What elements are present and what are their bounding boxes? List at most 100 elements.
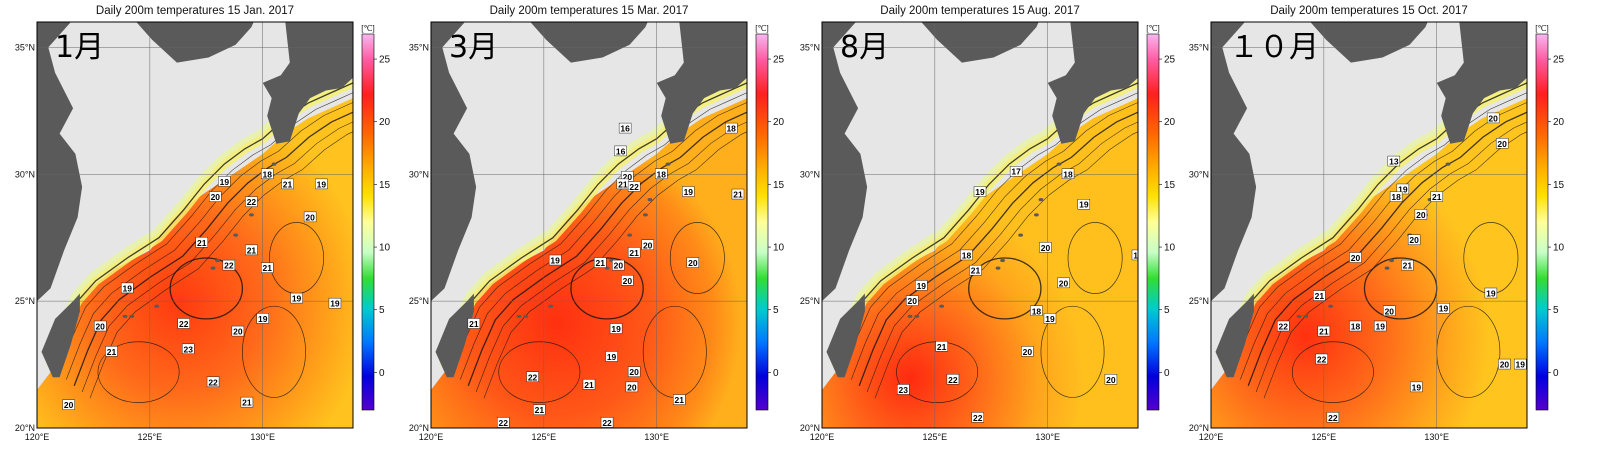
contour-label: 21 xyxy=(1313,290,1326,301)
colorbar-ramp xyxy=(755,33,769,411)
svg-text:19: 19 xyxy=(1486,289,1496,299)
lat-label: 20°N xyxy=(1189,423,1209,433)
contour-label: 19 xyxy=(1077,198,1091,210)
island xyxy=(1389,258,1394,263)
contour-label: 22 xyxy=(946,374,960,385)
svg-text:20: 20 xyxy=(688,258,698,268)
contour-label: 20 xyxy=(906,295,919,306)
land-japan xyxy=(656,22,747,144)
contour-loop xyxy=(570,257,644,320)
colorbar-tick: 0 xyxy=(1553,368,1559,379)
island xyxy=(1018,233,1024,237)
colorbar-tick: 5 xyxy=(1553,305,1559,316)
map-frame xyxy=(821,21,1139,429)
svg-text:20: 20 xyxy=(1500,360,1510,370)
contour-label: 19 xyxy=(1514,358,1527,370)
contour-label: 19 xyxy=(682,186,695,197)
contour-label: 20 xyxy=(303,211,317,222)
contour-label: 20 xyxy=(1495,138,1509,149)
colorbar: [℃] 25 20 15 10 5 0 xyxy=(755,24,785,411)
svg-text:16: 16 xyxy=(616,146,626,156)
contour-label: 19 xyxy=(915,280,928,291)
colorbar-tick: 15 xyxy=(1553,180,1565,191)
contour-label: 22 xyxy=(497,417,510,428)
colorbar-tick: 0 xyxy=(1164,368,1170,379)
contour-label: 21 xyxy=(935,341,948,352)
lon-label: 125°E xyxy=(1312,432,1337,442)
svg-text:19: 19 xyxy=(607,352,617,362)
contour-label: 16 xyxy=(618,122,632,134)
lat-label: 30°N xyxy=(800,169,820,179)
contour-label: 21 xyxy=(594,257,607,268)
lat-label: 30°N xyxy=(1189,169,1209,179)
svg-text:19: 19 xyxy=(330,299,340,309)
svg-text:22: 22 xyxy=(973,413,983,423)
lat-label: 35°N xyxy=(800,42,820,52)
map-title: Daily 200m temperatures 15 Jan. 2017 xyxy=(96,5,294,17)
colorbar-ramp xyxy=(361,33,375,411)
warm-water-field xyxy=(431,98,747,428)
colorbar-tick: 25 xyxy=(1553,55,1565,66)
svg-text:22: 22 xyxy=(602,418,612,428)
lon-label: 125°E xyxy=(923,432,948,442)
colorbar-tick: 0 xyxy=(773,368,779,379)
island xyxy=(249,213,254,217)
island xyxy=(914,314,920,318)
colorbar-tick: 25 xyxy=(773,55,785,66)
colorbar-tick: 5 xyxy=(1164,305,1170,316)
contour-label: 22 xyxy=(1326,412,1340,423)
svg-text:13: 13 xyxy=(1389,157,1399,167)
svg-text:21: 21 xyxy=(469,319,479,329)
island xyxy=(548,304,554,308)
island xyxy=(1296,314,1302,318)
contour-label: 20 xyxy=(641,239,654,250)
contour-label: 19 xyxy=(1410,381,1423,392)
contour-line xyxy=(874,131,1138,399)
svg-text:20: 20 xyxy=(233,327,243,337)
contour-label: 20 xyxy=(62,399,75,410)
land-korea xyxy=(530,22,648,63)
island xyxy=(1384,266,1390,270)
svg-text:18: 18 xyxy=(962,250,972,260)
land-japan xyxy=(1436,22,1527,144)
island xyxy=(643,213,648,217)
contour-label: 20 xyxy=(1104,374,1118,385)
svg-text:19: 19 xyxy=(292,294,302,304)
svg-text:20: 20 xyxy=(1059,278,1069,288)
svg-text:19: 19 xyxy=(1376,322,1386,332)
contour-label: 19 xyxy=(1374,320,1387,332)
svg-text:20: 20 xyxy=(95,322,105,332)
svg-text:18: 18 xyxy=(1391,192,1401,202)
contour-label: 18 xyxy=(1061,168,1075,179)
svg-text:21: 21 xyxy=(937,342,947,352)
svg-text:21: 21 xyxy=(247,245,257,255)
lon-label: 130°E xyxy=(250,432,275,442)
contour-label: 21 xyxy=(1430,191,1443,202)
contour-label: 18 xyxy=(1030,305,1043,316)
island xyxy=(1328,304,1334,308)
contour-label: 21 xyxy=(673,394,686,405)
contour-loop xyxy=(169,257,244,320)
land-japan xyxy=(1047,22,1138,144)
colorbar-unit: [℃] xyxy=(755,24,768,33)
contour-label: 20 xyxy=(612,259,625,271)
contour-loop xyxy=(97,341,180,403)
colorbar-tick: 10 xyxy=(379,243,391,254)
svg-text:20: 20 xyxy=(1385,306,1395,316)
contour-line xyxy=(866,121,1138,393)
svg-text:20: 20 xyxy=(1416,210,1426,220)
contour-line xyxy=(858,111,1138,387)
colorbar-tick: 5 xyxy=(773,305,779,316)
contour-label: 21 xyxy=(105,346,118,357)
land-korea xyxy=(136,22,254,63)
month-label: 1月 xyxy=(55,30,104,65)
contour-label: 21 xyxy=(261,262,274,273)
contour-label: 22 xyxy=(245,196,258,207)
lat-label: 20°N xyxy=(15,423,35,433)
svg-text:18: 18 xyxy=(262,169,272,179)
land-korea xyxy=(1310,22,1428,63)
land-china xyxy=(822,22,868,302)
contour-label: 22 xyxy=(971,412,984,423)
